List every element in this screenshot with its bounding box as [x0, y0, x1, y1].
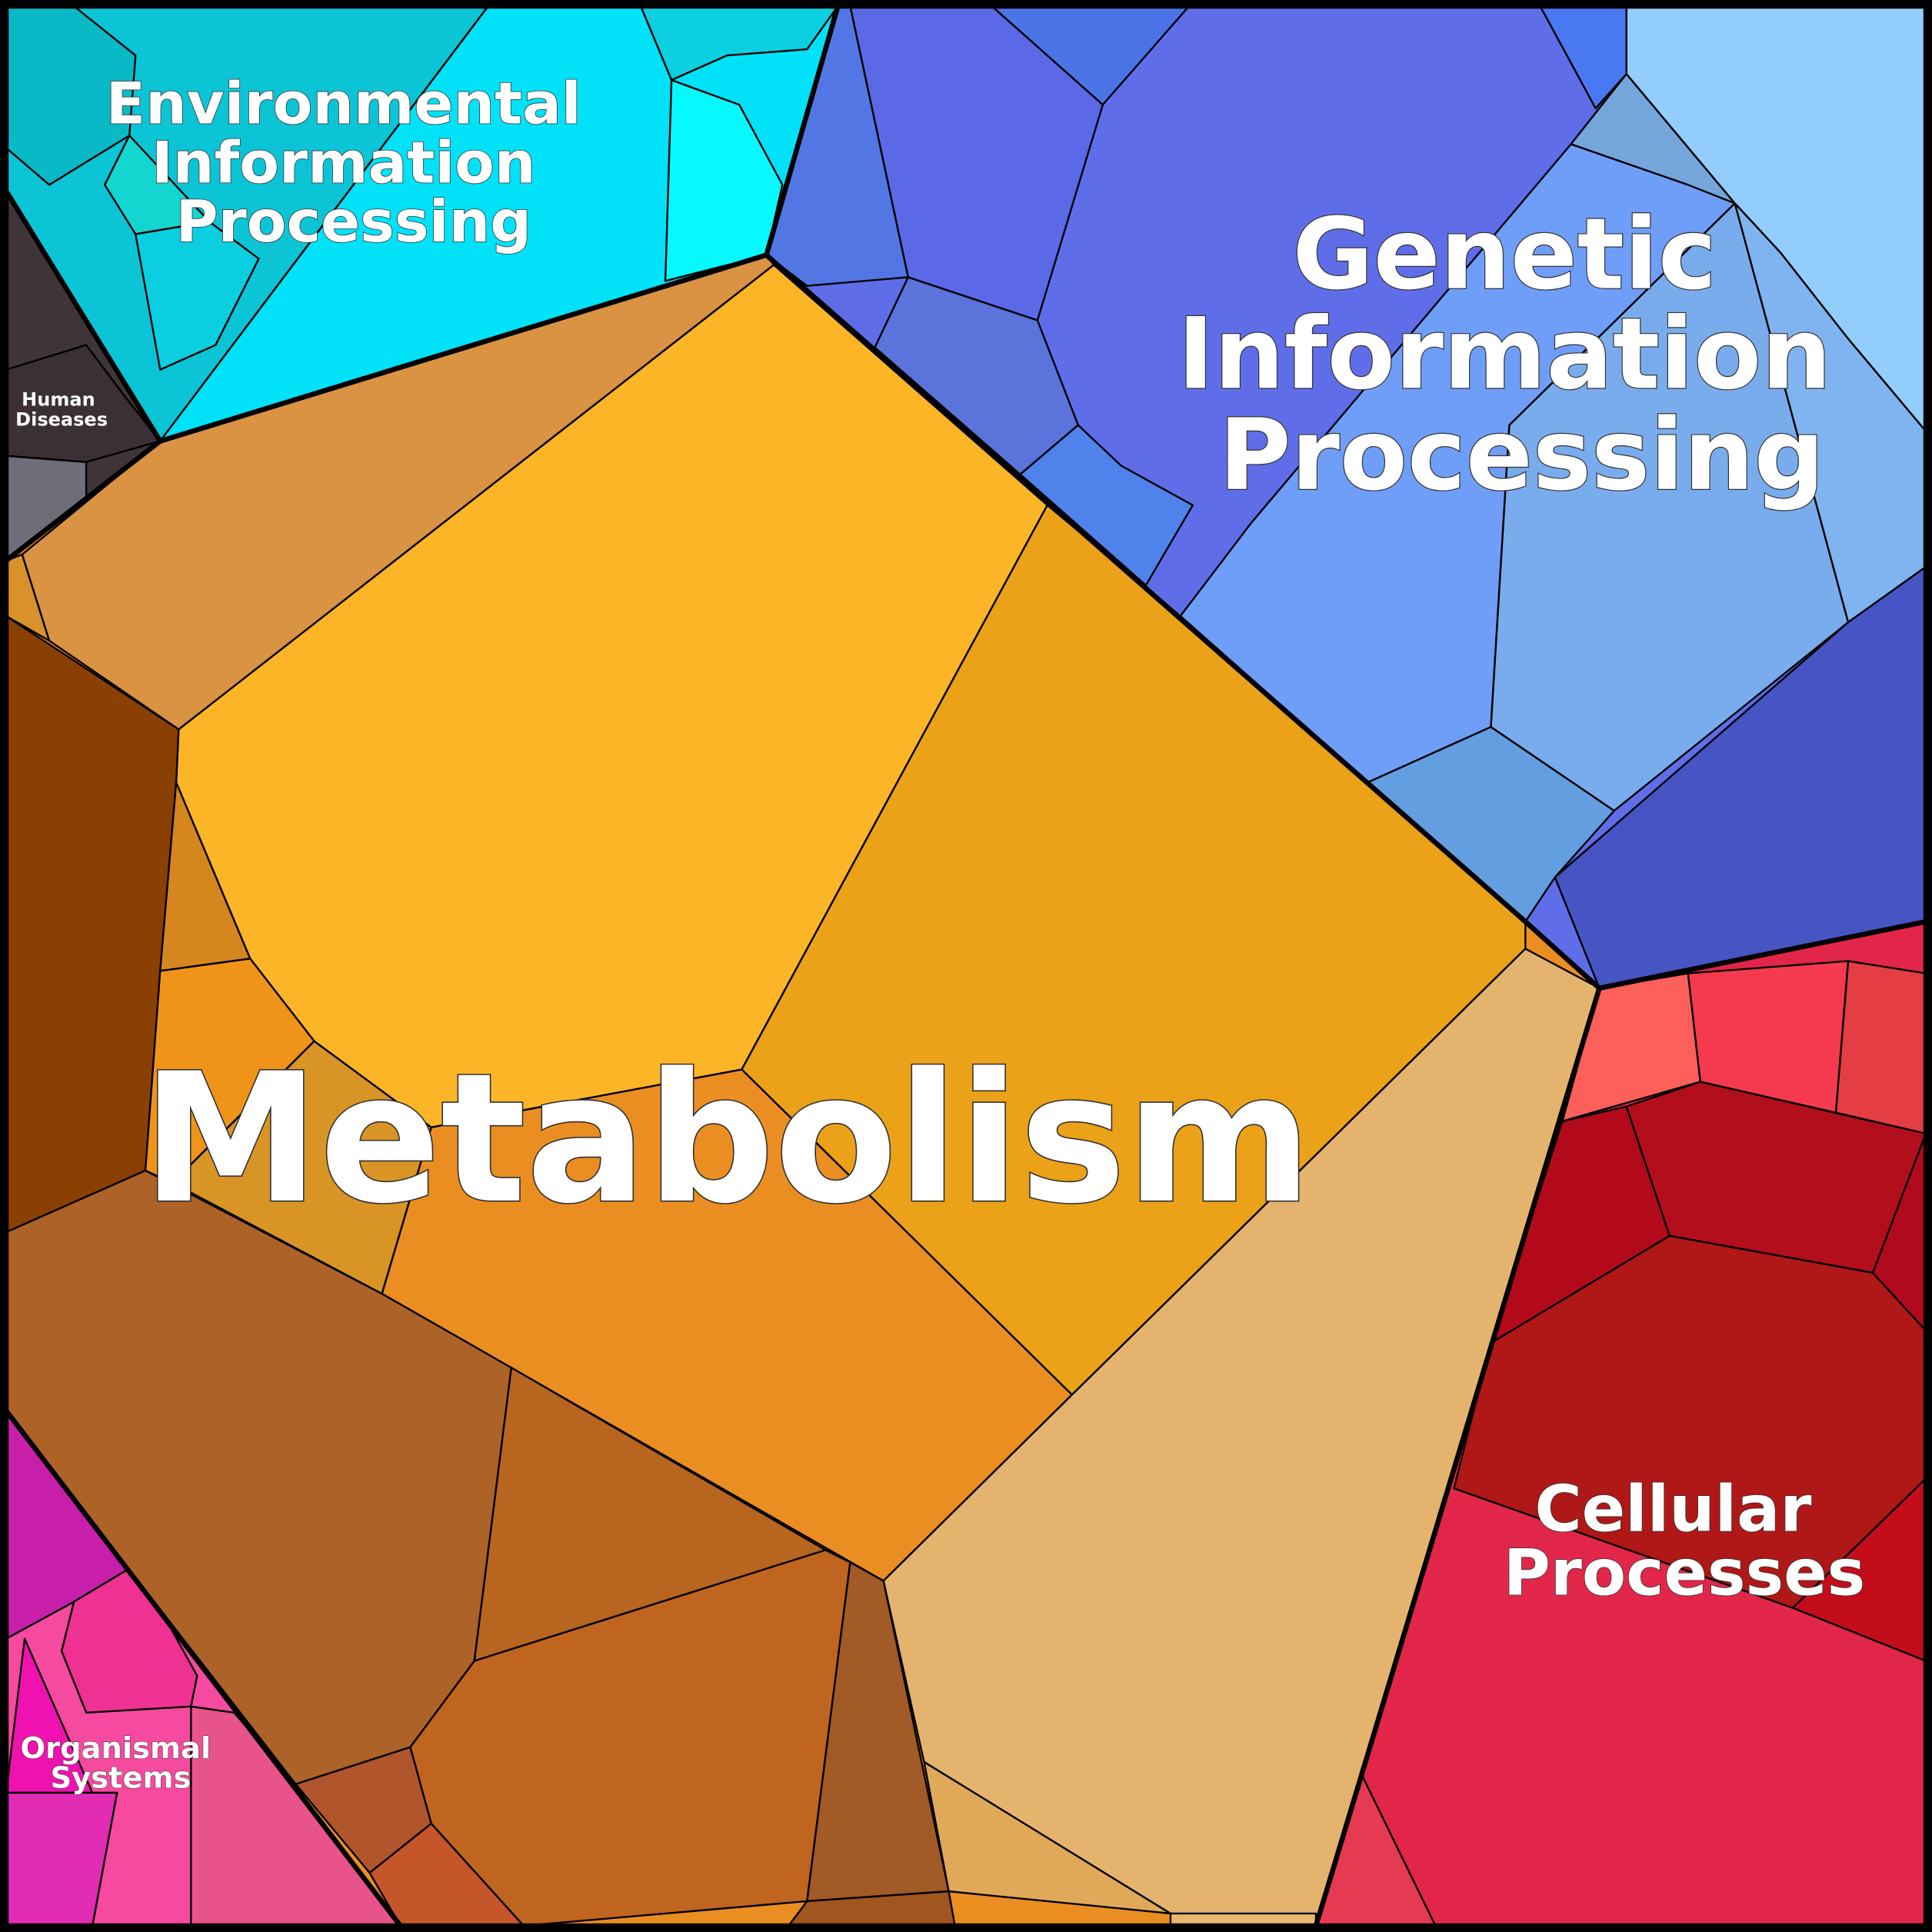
label-line: Cellular	[1535, 1471, 1812, 1546]
label-line: Metabolism	[142, 1034, 1312, 1243]
region-border	[3, 252, 1602, 1929]
region-label: Human Diseases	[15, 389, 108, 431]
cell	[1490, 202, 1850, 812]
cell	[923, 1760, 1172, 1915]
region-label: Environmental Information Processing	[106, 69, 601, 255]
label-line: Environmental	[106, 69, 581, 137]
region-label: Organismal Systems	[20, 1730, 221, 1794]
cell	[135, 221, 260, 371]
label-line: Diseases	[15, 408, 108, 430]
label-line: Processing	[175, 188, 531, 255]
region-label: Metabolism	[142, 1034, 1312, 1243]
label-line: Information	[1178, 298, 1831, 412]
label-line: Human	[22, 389, 95, 411]
region-label: Genetic Information Processing	[1178, 198, 1866, 513]
label-line: Genetic	[1292, 198, 1716, 312]
label-line: Processes	[1504, 1536, 1865, 1611]
cell	[1834, 960, 1927, 1135]
label-line: Organismal	[20, 1730, 211, 1765]
label-line: Systems	[51, 1760, 192, 1795]
label-line: Processing	[1219, 398, 1825, 513]
label-line: Information	[152, 128, 536, 196]
region-label: Cellular Processes	[1504, 1471, 1865, 1610]
